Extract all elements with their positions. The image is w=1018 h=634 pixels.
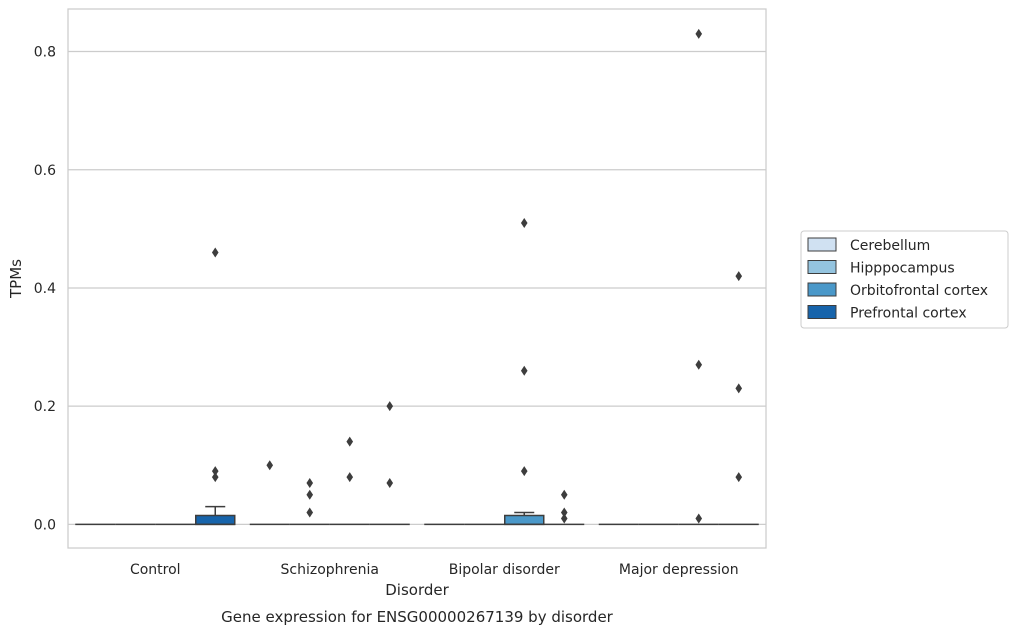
outlier-marker	[560, 489, 568, 500]
legend-label: Hipppocampus	[850, 261, 955, 277]
legend-frame	[800, 230, 1009, 329]
y-tick-labels: 0.0 0.2 0.4 0.6 0.8	[34, 45, 56, 534]
outlier-marker	[735, 383, 743, 394]
box-prefrontal-cortex	[195, 505, 236, 526]
outlier-marker	[560, 513, 568, 524]
x-tick-label: Major depression	[619, 562, 739, 578]
legend-swatch	[807, 282, 837, 297]
outlier-marker	[520, 466, 528, 477]
x-axis-label: Disorder	[385, 581, 449, 599]
legend-swatch	[807, 305, 837, 319]
legend-swatch	[807, 260, 837, 274]
grid-lines	[68, 50, 766, 525]
legend-item: Hipppocampus	[807, 260, 955, 277]
outlier-marker	[211, 247, 219, 258]
outlier-marker	[560, 507, 568, 518]
box-body	[195, 514, 236, 526]
outlier-marker	[695, 28, 703, 39]
legend-label: Cerebellum	[850, 238, 930, 254]
outlier-marker	[520, 365, 528, 376]
chart-caption: Gene expression for ENSG00000267139 by d…	[221, 608, 614, 626]
outlier-marker	[306, 507, 314, 518]
x-tick-label: Schizophrenia	[281, 562, 379, 578]
outlier-marker	[735, 271, 743, 282]
y-tick-label: 0.6	[34, 163, 56, 179]
legend-label: Orbitofrontal cortex	[850, 283, 988, 299]
outlier-marker	[386, 477, 394, 488]
outlier-marker	[346, 436, 354, 447]
y-tick-label: 0.8	[34, 45, 56, 61]
plot-frame	[67, 8, 767, 549]
box-groups	[75, 505, 759, 526]
legend: Cerebellum Hipppocampus Orbitofrontal cort…	[800, 230, 1009, 329]
legend-item: Orbitofrontal cortex	[807, 282, 988, 299]
box-body	[504, 514, 545, 526]
outlier-marker	[346, 472, 354, 483]
outlier-marker	[266, 460, 274, 471]
outlier-marker	[306, 489, 314, 500]
legend-label: Prefrontal cortex	[850, 306, 967, 322]
outlier-marker	[386, 401, 394, 412]
x-tick-label: Bipolar disorder	[449, 562, 560, 578]
box-orbitofrontal-cortex	[504, 511, 545, 526]
y-axis-label: TPMs	[7, 259, 25, 299]
y-tick-label: 0.0	[34, 517, 56, 533]
y-tick-label: 0.4	[34, 281, 56, 297]
y-tick-label: 0.2	[34, 399, 56, 415]
x-tick-label: Control	[130, 562, 181, 578]
outlier-marker	[735, 472, 743, 483]
outlier-marker	[520, 217, 528, 228]
legend-swatch	[807, 237, 837, 252]
outlier-marker	[695, 513, 703, 524]
outlier-marker	[211, 466, 219, 477]
outlier-marker	[306, 477, 314, 488]
outlier-points	[211, 28, 743, 524]
x-tick-labels: Control Schizophrenia Bipolar disorder Majo…	[130, 562, 739, 578]
legend-item: Cerebellum	[807, 237, 930, 254]
outlier-marker	[695, 359, 703, 370]
legend-item: Prefrontal cortex	[807, 305, 967, 322]
outlier-marker	[211, 472, 219, 483]
